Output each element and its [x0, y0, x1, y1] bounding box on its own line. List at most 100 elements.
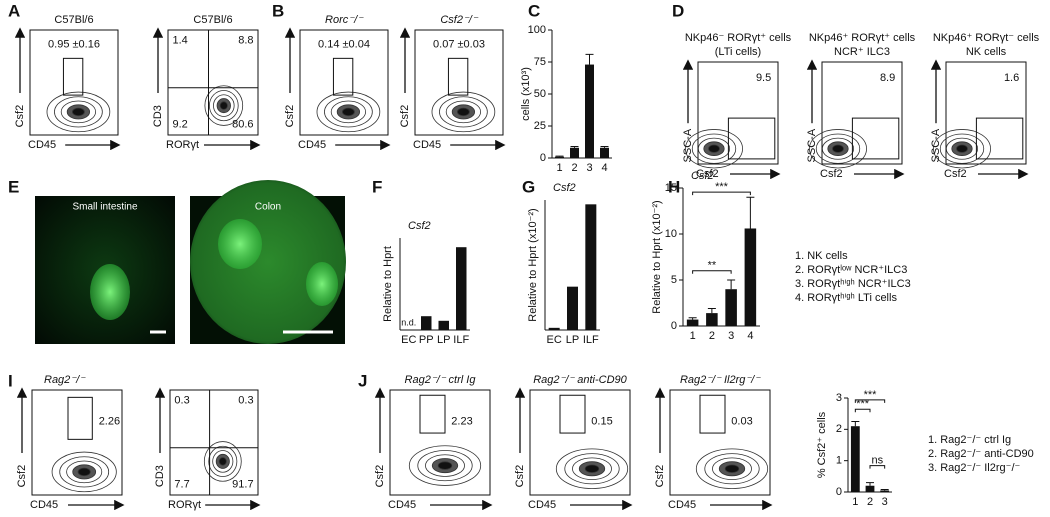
contour	[933, 129, 991, 169]
bar	[706, 313, 718, 326]
plot-title: NKp46⁺ RORγt⁻ cells	[933, 32, 1040, 44]
legend-item: 3. RORγtʰⁱᵍʰ NCR⁺ILC3	[795, 278, 911, 290]
contour	[59, 456, 110, 488]
contour	[72, 107, 85, 117]
quadrant-label: 0.3	[174, 394, 189, 406]
gate-label: 2.26	[99, 415, 120, 427]
follicle	[218, 219, 262, 269]
y-axis-label: Csf2	[14, 105, 26, 128]
y-axis-label: % Csf2⁺ cells	[816, 411, 828, 478]
plot-frame	[31, 389, 123, 496]
x-axis-label: CD45	[30, 499, 58, 511]
contour	[695, 448, 769, 489]
bar	[725, 289, 737, 326]
gate-label: 9.5	[756, 72, 771, 84]
x-tick-label: EC	[547, 334, 562, 346]
significance-bracket	[854, 408, 871, 413]
gate-label: 1.6	[1004, 72, 1019, 84]
contour	[330, 100, 367, 124]
x-axis-label: Csf2	[820, 168, 843, 180]
bar	[421, 316, 432, 330]
gate	[851, 117, 900, 160]
x-tick-label: 1	[690, 330, 696, 342]
y-axis-label: cells (x10³)	[520, 67, 532, 121]
gate	[699, 394, 726, 434]
contour	[939, 133, 985, 164]
significance-bracket	[869, 465, 886, 469]
y-tick-label: 75	[534, 56, 546, 68]
bar	[438, 320, 449, 330]
bar	[585, 204, 597, 330]
x-tick-label: 3	[728, 330, 734, 342]
bar	[567, 286, 578, 330]
contour	[445, 100, 482, 124]
y-tick-label: 3	[836, 392, 842, 404]
x-tick-label: LP	[566, 334, 579, 346]
y-axis-label: Csf2	[514, 465, 526, 488]
x-tick-label: 3	[586, 162, 592, 174]
x-tick-label: 1	[852, 496, 858, 508]
x-axis-label: CD45	[28, 139, 56, 151]
chart-title: Csf2	[408, 220, 431, 232]
contour	[697, 137, 731, 160]
contour	[457, 107, 470, 117]
plot-frame	[169, 389, 259, 496]
legend-item: 2. Rag2⁻/⁻ anti-CD90	[928, 448, 1034, 460]
x-tick-label: EC	[401, 334, 416, 346]
quadrant-label: 0.3	[238, 394, 253, 406]
contour	[203, 441, 242, 482]
gate-label: 0.14 ±0.04	[318, 39, 370, 51]
gate	[727, 117, 776, 160]
plot-title: NKp46⁺ RORγt⁺ cells	[809, 32, 916, 44]
contour	[66, 460, 103, 484]
contour	[324, 96, 373, 128]
x-tick-label: 3	[882, 496, 888, 508]
x-axis-label: RORγt	[168, 499, 201, 511]
x-axis-label: CD45	[413, 139, 441, 151]
error-bar	[688, 317, 697, 320]
contour	[685, 129, 743, 169]
panel-label: H	[668, 177, 680, 196]
quadrant-label: 91.7	[232, 478, 253, 490]
panel-label: F	[372, 177, 382, 196]
x-tick-label: 4	[747, 330, 753, 342]
y-tick-label: 1	[836, 455, 842, 467]
x-tick-label: 4	[601, 162, 607, 174]
contour	[212, 450, 234, 473]
bar	[456, 247, 467, 330]
y-tick-label: 2	[836, 423, 842, 435]
error-bar	[727, 279, 736, 290]
bar	[686, 319, 699, 326]
plot-frame	[945, 61, 1027, 165]
panel-label: I	[8, 371, 13, 390]
contour	[821, 137, 855, 160]
contour	[691, 133, 737, 164]
x-axis-label: CD45	[528, 499, 556, 511]
significance-bracket	[692, 270, 732, 274]
plot-frame	[389, 389, 491, 496]
error-bar	[570, 145, 579, 148]
panel-label: C	[528, 1, 540, 20]
contour	[712, 457, 752, 481]
y-tick-label: 0	[540, 152, 546, 164]
chart-title: Csf2	[691, 170, 714, 182]
contour	[564, 453, 620, 485]
contour	[704, 453, 760, 485]
gate	[975, 117, 1024, 160]
y-axis-label: Csf2	[654, 465, 666, 488]
contour	[555, 448, 629, 489]
plot-title: NKp46⁻ RORγt⁺ cells	[685, 32, 792, 44]
x-tick-label: 1	[556, 162, 562, 174]
x-tick-label: 2	[867, 496, 873, 508]
contour	[209, 90, 239, 122]
plot-frame	[821, 61, 903, 165]
x-tick-label: ILF	[453, 334, 469, 346]
quadrant-label: 8.8	[238, 34, 253, 46]
gate-label: 0.15	[591, 415, 612, 427]
error-bar	[585, 53, 594, 65]
plot-title: Rag2⁻/⁻	[44, 374, 86, 386]
contour	[219, 101, 228, 110]
contour	[437, 461, 453, 470]
error-bar	[600, 145, 609, 148]
contour	[417, 450, 473, 482]
